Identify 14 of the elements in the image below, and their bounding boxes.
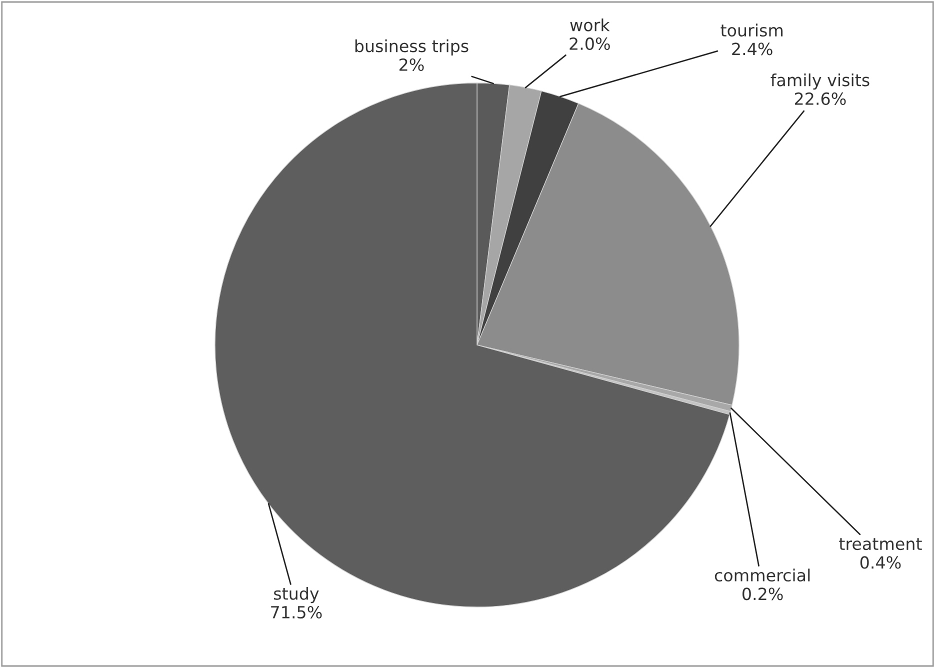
data-label: 2.0% [570,37,610,50]
slice-label: study [274,586,319,604]
data-label: 0.4% [860,556,901,569]
slice-label: tourism [720,24,783,37]
slice-label: work [570,18,610,32]
slice-label: commercial [714,568,810,582]
data-label: 2% [400,58,424,71]
slice-label: family visits [770,73,870,90]
data-label: 2.4% [732,42,772,56]
slice-label: business trips [355,39,468,56]
data-label: 22.6% [794,92,846,106]
data-label: 71.5% [271,606,322,619]
data-label: 0.2% [742,588,783,600]
slice-label: treatment [839,538,922,550]
